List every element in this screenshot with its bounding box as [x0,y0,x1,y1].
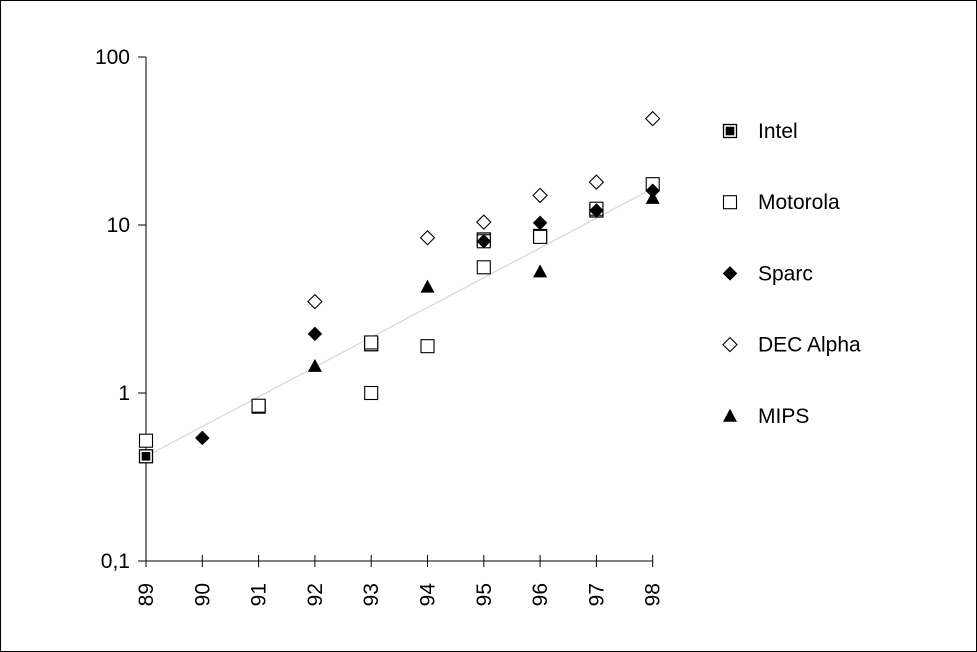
point-motorola [251,398,266,413]
legend-marker-dec-alpha [722,336,738,353]
legend-label-motorola: Motorola [758,191,840,214]
point-mips [645,190,660,204]
marker-outline [420,339,435,354]
point-sparc [532,215,548,231]
axis-layer: 0,1 1 10 100 89 90 91 92 93 94 95 96 97 98 [95,46,665,606]
legend: Intel Motorola Sparc DEC Alpha MIPS [722,120,861,428]
marker-fill [141,451,151,461]
y-tick-label: 1 [118,382,130,405]
legend-marker-intel [722,123,738,139]
marker-outline [364,335,379,350]
legend-marker-sparc [722,266,738,281]
marker-fill [725,126,735,136]
point-dec-alpha [307,293,323,310]
data-points-layer [138,110,661,464]
point-dec-alpha [644,110,661,127]
point-mips [420,279,435,293]
legend-marker-motorola [722,195,738,210]
point-motorola [364,385,379,401]
y-tick-label: 100 [95,46,130,69]
point-sparc [476,233,492,249]
marker-outline [722,195,738,210]
point-dec-alpha [419,229,436,246]
x-tick-label: 98 [642,583,665,606]
point-sparc [589,203,604,218]
trendline-layer [145,187,654,457]
x-tick-label: 96 [529,583,552,606]
point-motorola [138,433,154,448]
point-dec-alpha [476,214,492,230]
x-tick-label: 93 [360,583,383,606]
marker-outline [364,385,379,401]
point-motorola [476,260,491,275]
point-dec-alpha [588,174,605,190]
marker-outline [251,398,266,413]
legend-item-mips: MIPS [723,405,809,428]
legend-item-dec-alpha: DEC Alpha [722,334,861,357]
point-motorola [533,229,548,244]
x-tick-label: 94 [417,583,440,607]
x-tick-label: 90 [191,583,214,606]
y-tick-label: 10 [107,214,130,237]
point-mips [307,358,322,372]
x-tick-label: 97 [585,583,608,606]
x-tick-label: 89 [135,583,158,606]
point-dec-alpha [532,187,548,204]
legend-label-intel: Intel [758,120,798,143]
marker-outline [476,260,491,275]
y-tick-label: 0,1 [101,550,130,573]
x-tick-label: 95 [473,583,496,606]
legend-item-sparc: Sparc [722,262,813,285]
legend-label-dec-alpha: DEC Alpha [758,334,861,357]
point-sparc [307,326,323,342]
legend-label-sparc: Sparc [758,262,813,285]
legend-item-intel: Intel [722,120,798,143]
point-sparc [194,430,210,446]
point-intel [138,449,154,464]
legend-label-mips: MIPS [758,405,809,428]
x-tick-label: 92 [304,583,327,606]
legend-marker-mips [723,408,737,422]
x-tick-label: 91 [248,583,271,606]
trendline [145,187,654,457]
marker-outline [533,229,548,244]
point-motorola [420,339,435,354]
legend-item-motorola: Motorola [722,191,840,214]
point-mips [533,264,548,278]
point-motorola [364,335,379,350]
marker-outline [138,433,154,448]
